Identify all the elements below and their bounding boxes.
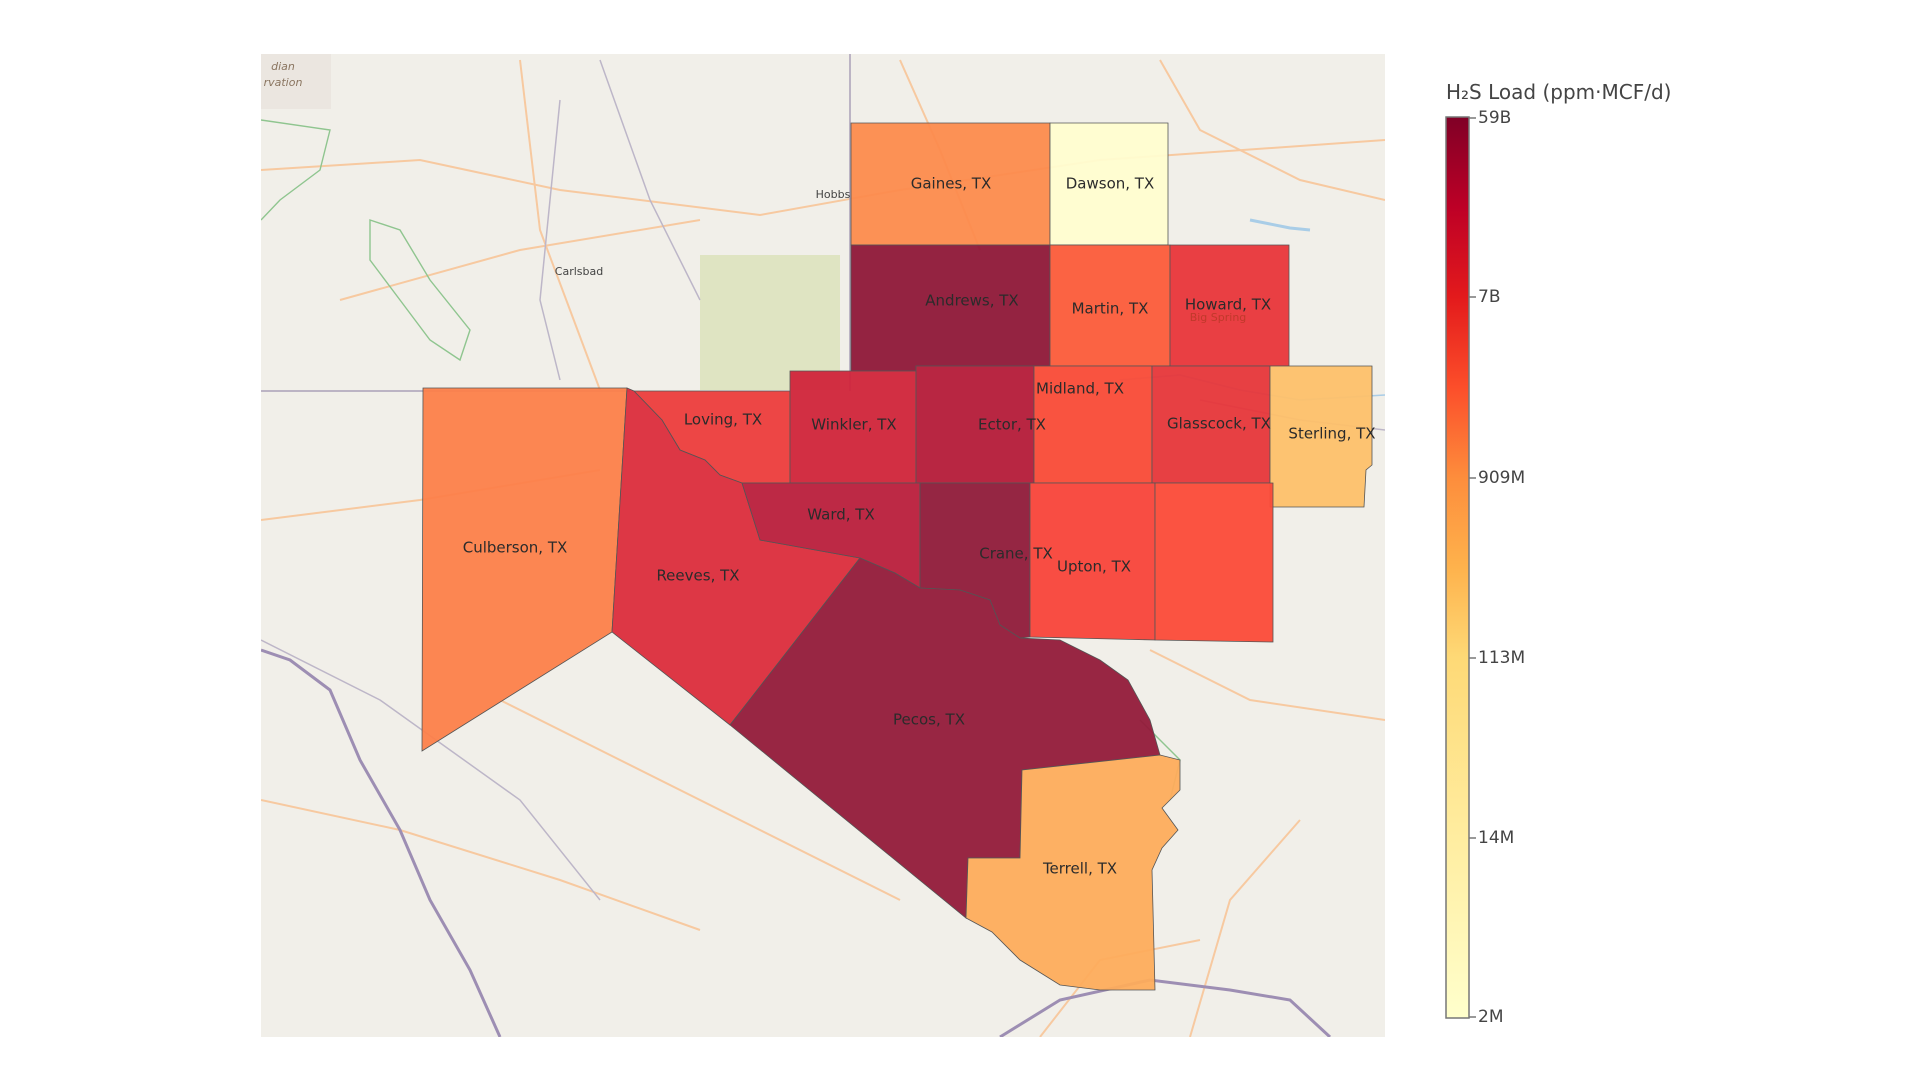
place-label-carlsbad: Carlsbad bbox=[555, 265, 603, 278]
place-label-fragment-2: rvation bbox=[264, 76, 303, 89]
county-reeves[interactable] bbox=[611, 387, 861, 726]
county-label-gaines: Gaines, TX bbox=[911, 175, 992, 193]
county-label-dawson: Dawson, TX bbox=[1066, 175, 1154, 193]
county-label-glasscock: Glasscock, TX bbox=[1167, 415, 1271, 433]
place-label-hobbs: Hobbs bbox=[816, 188, 851, 201]
place-label-big-spring: Big Spring bbox=[1190, 311, 1247, 324]
colorbar-tick-14m: 14M bbox=[1478, 828, 1515, 848]
colorbar-tick-7b: 7B bbox=[1478, 287, 1501, 307]
county-unlabeled-east[interactable] bbox=[1154, 482, 1274, 643]
county-label-culberson: Culberson, TX bbox=[463, 539, 568, 557]
county-label-upton: Upton, TX bbox=[1057, 558, 1131, 576]
colorbar-tick-909m: 909M bbox=[1478, 468, 1526, 488]
colorbar-tick-113m: 113M bbox=[1478, 648, 1526, 668]
county-terrell[interactable] bbox=[965, 754, 1181, 991]
colorbar-title: H₂S Load (ppm·MCF/d) bbox=[1446, 80, 1672, 104]
county-layer bbox=[421, 122, 1373, 991]
county-label-crane: Crane, TX bbox=[979, 545, 1053, 563]
county-label-pecos: Pecos, TX bbox=[893, 711, 965, 729]
county-label-terrell: Terrell, TX bbox=[1042, 860, 1117, 878]
colorbar-tick-59b: 59B bbox=[1478, 108, 1512, 128]
county-label-reeves: Reeves, TX bbox=[656, 567, 739, 585]
county-label-loving: Loving, TX bbox=[684, 411, 762, 429]
county-label-midland: Midland, TX bbox=[1036, 380, 1124, 398]
county-label-winkler: Winkler, TX bbox=[811, 416, 896, 434]
colorbar-tick-2m: 2M bbox=[1478, 1007, 1504, 1027]
county-label-martin: Martin, TX bbox=[1072, 300, 1149, 318]
place-label-fragment-1: dian bbox=[271, 60, 295, 73]
county-label-sterling: Sterling, TX bbox=[1288, 425, 1375, 443]
county-label-howard: Howard, TX bbox=[1185, 296, 1271, 314]
county-label-andrews: Andrews, TX bbox=[925, 292, 1018, 310]
colorbar bbox=[1445, 116, 1476, 1019]
county-labels: Gaines, TX Dawson, TX Andrews, TX Martin… bbox=[463, 175, 1376, 878]
county-label-ector: Ector, TX bbox=[978, 416, 1046, 434]
county-label-ward: Ward, TX bbox=[807, 506, 874, 524]
